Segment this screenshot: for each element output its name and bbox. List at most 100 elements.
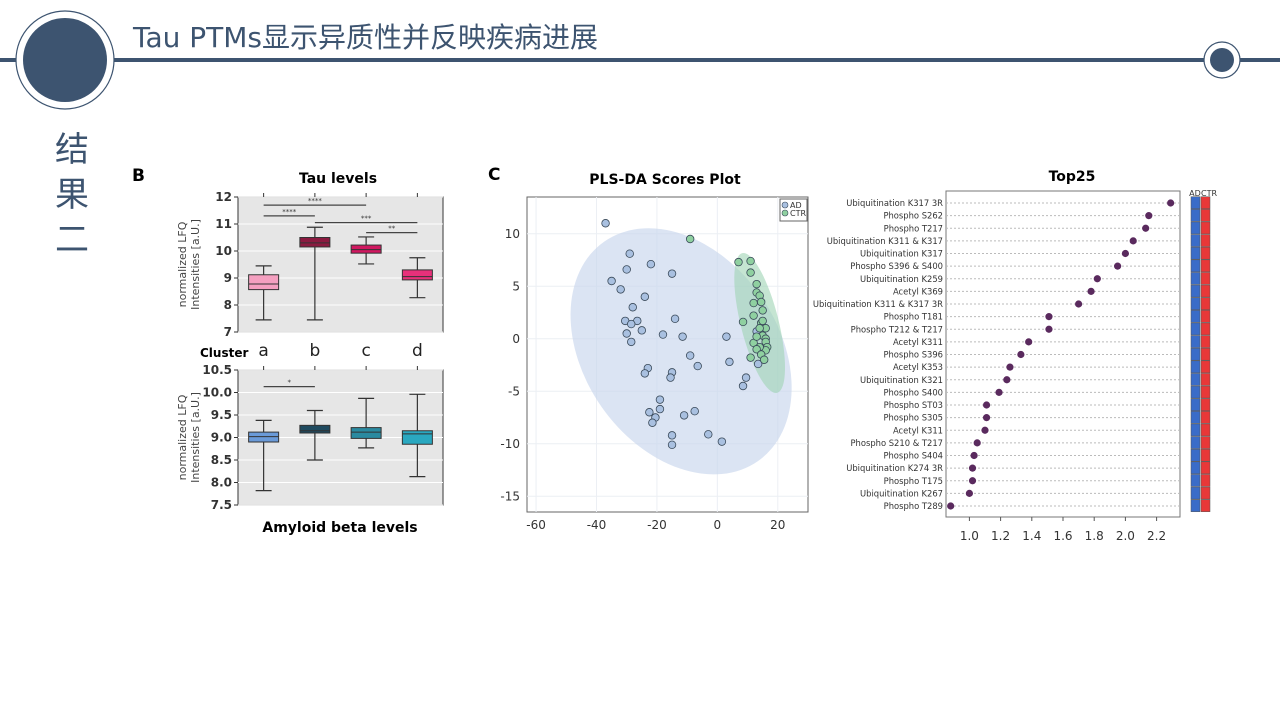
heatmap-cell-ctr	[1200, 385, 1211, 399]
vip-dot	[1167, 199, 1175, 207]
heatmap-cell-ctr	[1200, 221, 1211, 235]
box-c	[350, 244, 382, 254]
heatmap-cell-ctr	[1200, 411, 1211, 424]
vip-dot	[947, 502, 955, 510]
point-ad	[622, 329, 631, 338]
feature-label: Ubiquitination K311 & K317	[827, 236, 943, 246]
point-ad	[704, 430, 713, 439]
heatmap-cell-ad	[1190, 411, 1201, 424]
y-axis-label-line: Intensities [a.U.]	[189, 392, 202, 483]
heatmap-cell-ad	[1190, 461, 1201, 475]
point-ad	[648, 418, 657, 427]
point-ad	[655, 395, 665, 404]
vip-dot	[1045, 325, 1053, 333]
heatmap-cell-ad	[1190, 499, 1201, 512]
heatmap-cell-ad	[1190, 297, 1201, 310]
panel-c-letter: C	[488, 165, 500, 185]
heatmap-cell-ctr	[1200, 209, 1211, 222]
vip-dot	[968, 477, 977, 485]
feature-label: Ubiquitination K321	[860, 375, 943, 385]
heatmap-cell-ctr	[1200, 486, 1211, 500]
category-label: b	[309, 341, 320, 361]
heatmap-cell-ctr	[1200, 423, 1211, 437]
point-ad	[658, 330, 668, 339]
feature-label: Phospho S404	[883, 451, 943, 461]
heatmap-cell-ctr	[1200, 234, 1211, 247]
vip-dot	[1045, 313, 1053, 321]
y-tick-label: 8.5	[211, 453, 232, 467]
y-tick-label: 9	[224, 271, 232, 285]
point-ctr	[749, 298, 758, 308]
legend-label: AD	[790, 201, 802, 210]
point-ctr	[758, 316, 767, 326]
vip-dot	[1003, 376, 1011, 384]
heatmap-cell-ctr	[1200, 322, 1211, 336]
point-ad	[717, 437, 727, 446]
point-ctr	[758, 306, 767, 315]
point-ctr	[749, 311, 758, 320]
vip-dot	[982, 401, 991, 409]
heatmap-cell-ad	[1190, 259, 1201, 273]
feature-label: Ubiquitination K317 3R	[846, 198, 943, 208]
heatmap-cell-ctr	[1200, 499, 1211, 512]
x-tick-label: 1.8	[1085, 529, 1104, 543]
vip-dot	[1025, 338, 1033, 346]
point-ctr	[756, 297, 766, 307]
logo-circle-icon	[23, 18, 107, 102]
vip-dot	[981, 426, 989, 434]
heatmap-cell-ctr	[1200, 272, 1211, 285]
y-tick-label: 11	[215, 217, 232, 231]
point-ad	[627, 337, 636, 347]
point-ad	[667, 440, 677, 449]
top25-title: Top25	[1049, 169, 1096, 185]
y-tick-label: 10	[215, 244, 232, 258]
heatmap-cell-ad	[1190, 196, 1201, 209]
point-ad	[607, 276, 616, 286]
heatmap-cell-ad	[1190, 335, 1201, 348]
tau-title: Tau levels	[299, 171, 377, 187]
section-char: 结	[55, 130, 89, 170]
vip-dot	[982, 414, 991, 422]
box-d	[401, 430, 433, 445]
heatmap-cell-ad	[1190, 322, 1201, 336]
heatmap-cell-ctr	[1200, 461, 1211, 475]
point-ad	[640, 369, 650, 378]
x-tick-label: 2.0	[1116, 529, 1135, 543]
heatmap-cell-ad	[1190, 272, 1201, 285]
y-tick-label: 10.0	[202, 386, 232, 400]
point-ad	[646, 260, 656, 269]
y-tick-label: 10.5	[202, 363, 232, 377]
point-ctr	[755, 324, 764, 333]
y-tick-label: 8.0	[211, 476, 232, 490]
feature-label: Phospho S262	[883, 211, 943, 221]
y-tick-label: 9.0	[211, 431, 232, 445]
x-tick-label: 1.0	[960, 529, 979, 543]
heatmap-cell-ctr	[1200, 310, 1211, 323]
heatmap-cell-ctr	[1200, 448, 1211, 462]
heatmap-cell-ctr	[1200, 196, 1211, 209]
feature-label: Phospho ST03	[884, 400, 943, 410]
feature-label: Phospho T175	[884, 476, 943, 486]
y-tick-label: -15	[500, 489, 520, 503]
significance-label: ****	[308, 197, 323, 205]
box-c	[350, 427, 382, 439]
heatmap-cell-ad	[1190, 474, 1201, 487]
point-ad	[628, 303, 637, 312]
point-ad	[693, 361, 702, 371]
heatmap-cell-ad	[1190, 234, 1201, 247]
significance-label: **	[388, 225, 396, 233]
point-ad	[685, 351, 695, 360]
point-ad	[645, 408, 654, 417]
point-ctr	[746, 256, 755, 266]
heatmap-cell-ctr	[1200, 398, 1211, 411]
point-ad	[690, 407, 699, 416]
heatmap-cell-ctr	[1200, 246, 1211, 260]
x-tick-label: 0	[714, 518, 722, 532]
feature-label: Phospho T212 & T217	[851, 324, 943, 334]
heatmap-cell-ctr	[1200, 347, 1211, 361]
feature-label: Phospho T217	[884, 223, 943, 233]
heatmap-cell-ctr	[1200, 297, 1211, 310]
y-tick-label: 10	[505, 227, 520, 241]
slide-title: Tau PTMs显示异质性并反映疾病进展	[133, 21, 599, 54]
